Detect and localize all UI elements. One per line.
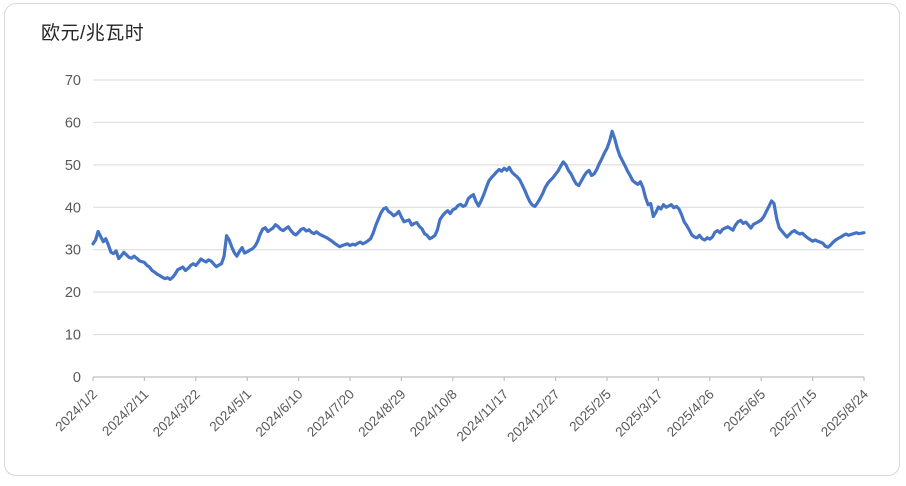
- x-tick-label: 2024/3/22: [150, 387, 203, 440]
- x-tick-label: 2024/8/29: [355, 387, 408, 440]
- x-tick-label: 2025/3/17: [612, 387, 665, 440]
- x-tick-label: 2024/10/8: [407, 387, 460, 440]
- x-tick-label: 2025/6/5: [721, 387, 769, 435]
- x-tick-label: 2025/7/15: [767, 387, 820, 440]
- chart-title: 欧元/兆瓦时: [41, 23, 145, 44]
- x-tick-label: 2024/5/1: [207, 387, 255, 435]
- y-tick-label: 50: [65, 158, 81, 174]
- y-tick-label: 20: [65, 285, 81, 301]
- y-tick-label: 40: [65, 200, 81, 216]
- line-chart: 0 10 20 30 40 50 60 70 2024/1/2 2024/2/112024/3/2…: [52, 73, 871, 445]
- x-tick-label: 2025/8/24: [818, 386, 871, 439]
- y-tick-label: 10: [65, 328, 81, 344]
- x-tick-label: 2024/2/11: [99, 387, 151, 439]
- x-tick-label: 2025/4/26: [664, 387, 717, 440]
- price-line: [91, 129, 866, 281]
- x-tick-label: 2024/1/2: [52, 387, 100, 435]
- x-tick-label: 2024/12/27: [504, 387, 562, 445]
- x-tick-label: 2025/2/5: [566, 387, 614, 435]
- x-tick-label: 2024/7/20: [304, 387, 357, 440]
- x-tick-label: 2024/6/10: [253, 387, 306, 440]
- chart-frame: 欧元/兆瓦时 0 10 20 30 40 50 60 70 2024/1/2 2024/2/11 2…: [4, 3, 900, 476]
- y-tick-label: 60: [65, 115, 81, 131]
- x-tick-label: 2024/11/17: [454, 387, 512, 445]
- y-tick-label: 30: [65, 243, 81, 259]
- y-tick-label: 70: [65, 73, 81, 89]
- y-tick-label: 0: [73, 370, 81, 386]
